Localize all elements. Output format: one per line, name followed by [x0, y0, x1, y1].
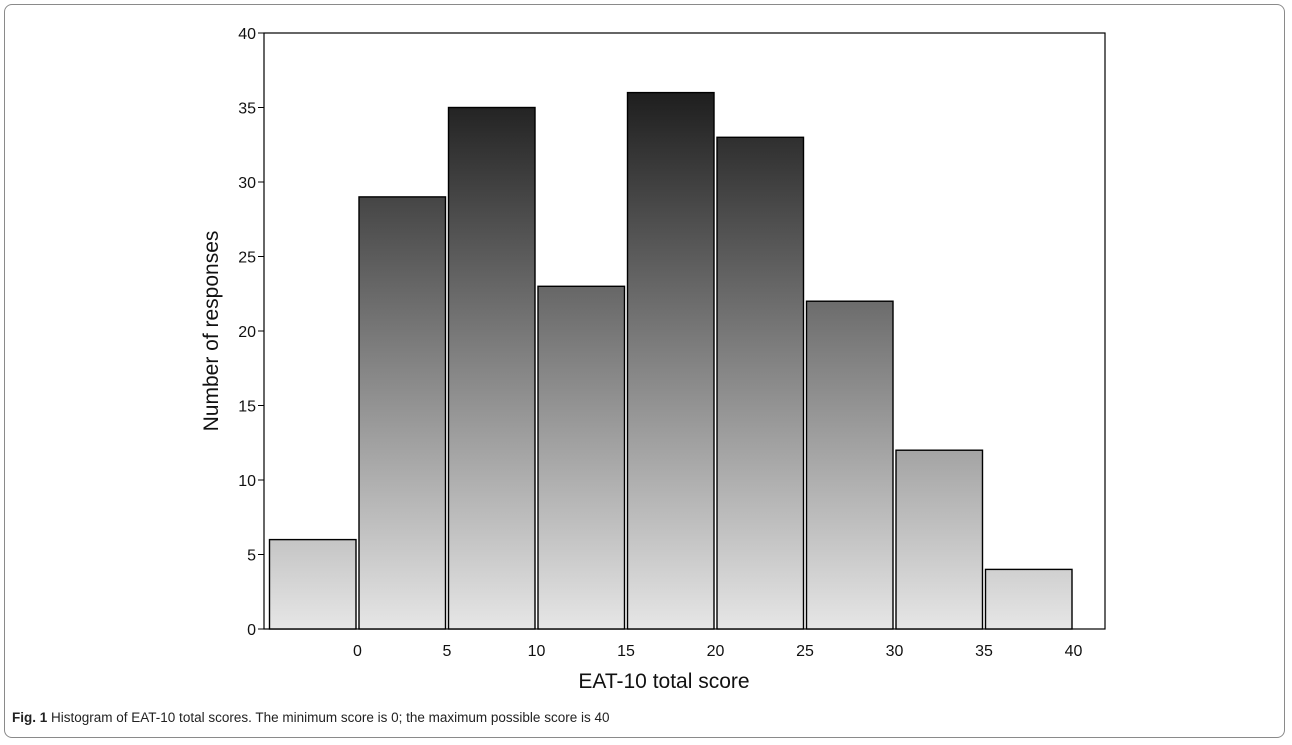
histogram-bar — [716, 136, 805, 630]
figure-caption-text: Histogram of EAT-10 total scores. The mi… — [47, 710, 610, 725]
y-tick-label: 10 — [238, 473, 256, 490]
histogram-chart: 0 5 10 15 20 25 30 35 40 0 5 10 15 20 25 30 35 40 EAT-10… — [200, 26, 1106, 693]
bars — [268, 91, 1073, 630]
x-tick-label: 5 — [443, 643, 452, 660]
y-tick-label: 40 — [238, 26, 256, 43]
y-tick-label: 35 — [238, 101, 256, 118]
y-tick-label: 30 — [238, 175, 256, 192]
x-axis-ticks: 0 5 10 15 20 25 30 35 40 — [353, 643, 1082, 660]
histogram-bar — [268, 538, 357, 630]
x-tick-label: 0 — [353, 643, 362, 660]
y-tick-label: 15 — [238, 399, 256, 416]
histogram-bar — [984, 568, 1073, 630]
histogram-bar — [626, 91, 715, 630]
x-tick-label: 35 — [975, 643, 993, 660]
y-axis-ticks: 0 5 10 15 20 25 30 35 40 — [238, 26, 264, 639]
histogram-bar — [447, 106, 536, 630]
y-tick-label: 5 — [247, 548, 256, 565]
x-tick-label: 40 — [1065, 643, 1083, 660]
x-tick-label: 15 — [617, 643, 635, 660]
y-axis-label: Number of responses — [200, 231, 223, 432]
histogram-bar — [895, 449, 984, 630]
x-axis-label: EAT-10 total score — [578, 670, 749, 693]
y-tick-label: 0 — [247, 622, 256, 639]
x-tick-label: 10 — [528, 643, 546, 660]
y-tick-label: 20 — [238, 324, 256, 341]
y-tick-label: 25 — [238, 250, 256, 267]
x-tick-label: 30 — [886, 643, 904, 660]
histogram-bar — [537, 285, 626, 630]
figure-caption-label: Fig. 1 — [12, 710, 48, 725]
figure-caption: Fig. 1 Histogram of EAT-10 total scores.… — [12, 710, 609, 725]
x-tick-label: 20 — [707, 643, 725, 660]
histogram-bar — [805, 300, 894, 630]
histogram-bar — [358, 196, 447, 630]
x-tick-label: 25 — [796, 643, 814, 660]
